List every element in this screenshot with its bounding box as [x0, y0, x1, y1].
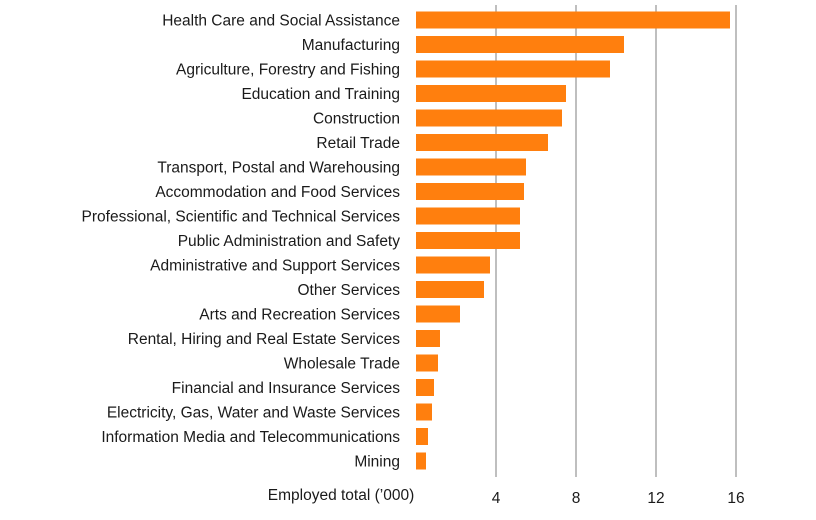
bars [416, 11, 730, 470]
category-label: Public Administration and Safety [178, 233, 401, 250]
bar [416, 452, 426, 470]
category-label: Mining [354, 454, 400, 471]
category-label: Arts and Recreation Services [199, 307, 400, 324]
category-label: Retail Trade [316, 135, 400, 152]
category-label: Agriculture, Forestry and Fishing [176, 62, 400, 79]
category-label: Health Care and Social Assistance [162, 13, 400, 30]
bar [416, 11, 730, 29]
category-label: Wholesale Trade [284, 356, 400, 373]
bar [416, 428, 428, 445]
category-label: Financial and Insurance Services [172, 380, 401, 397]
bar [416, 379, 434, 396]
x-axis-title: Employed total (’000) [268, 487, 414, 504]
category-label: Accommodation and Food Services [155, 184, 400, 201]
x-tick-label: 8 [572, 490, 581, 507]
bar [416, 354, 438, 372]
bar [416, 109, 562, 127]
bar [416, 36, 624, 53]
x-tick-label: 16 [727, 490, 744, 507]
bar [416, 85, 566, 102]
bar [416, 207, 520, 225]
category-label: Transport, Postal and Warehousing [157, 160, 400, 177]
category-label: Other Services [297, 282, 400, 299]
bar [416, 403, 432, 421]
bar [416, 330, 440, 347]
bar [416, 183, 524, 200]
category-label: Rental, Hiring and Real Estate Services [128, 331, 400, 348]
category-labels: Health Care and Social Assistance Manufac… [82, 13, 401, 471]
bar [416, 256, 490, 274]
bar [416, 232, 520, 249]
category-label: Construction [313, 111, 400, 128]
category-label: Administrative and Support Services [150, 258, 400, 275]
category-label: Education and Training [241, 86, 400, 103]
bar [416, 134, 548, 151]
bar [416, 281, 484, 298]
x-tick-label: 4 [492, 490, 501, 507]
category-label: Electricity, Gas, Water and Waste Servic… [107, 405, 400, 422]
category-label: Manufacturing [302, 37, 400, 54]
bar [416, 60, 610, 78]
x-tick-label: 12 [647, 490, 664, 507]
bar [416, 158, 526, 176]
x-tick-labels: 4 8 12 16 [492, 490, 745, 507]
category-label: Professional, Scientific and Technical S… [82, 209, 401, 226]
bar [416, 305, 460, 323]
category-label: Information Media and Telecommunications [101, 429, 400, 446]
